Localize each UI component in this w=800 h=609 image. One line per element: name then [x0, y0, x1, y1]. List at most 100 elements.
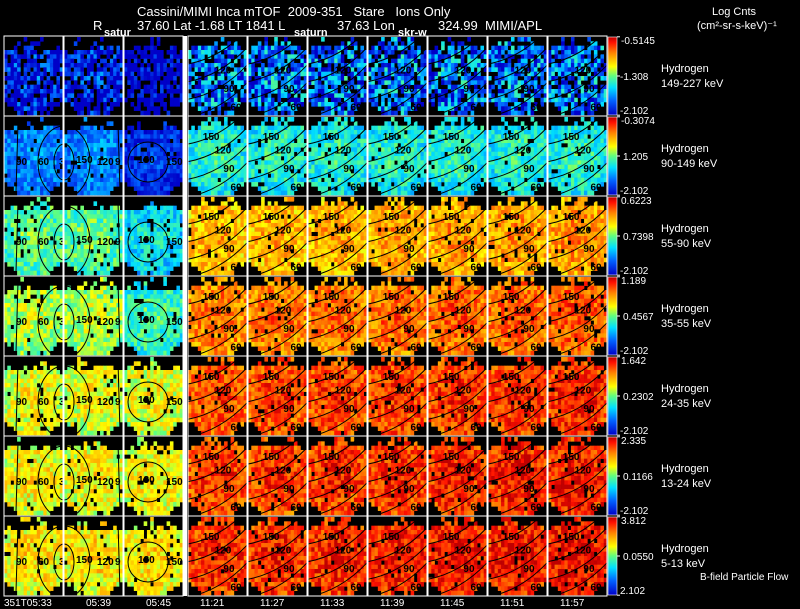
heatmap-cell: [77, 85, 81, 90]
heatmap-cell: [208, 80, 212, 85]
heatmap-cell: [163, 93, 167, 98]
heatmap-cell: [491, 67, 495, 72]
heatmap-cell: [20, 232, 24, 237]
heatmap-cell: [300, 152, 304, 157]
heatmap-cell: [37, 271, 41, 276]
heatmap-cell: [511, 160, 515, 165]
heatmap-cell: [87, 186, 91, 191]
heatmap-cell: [64, 54, 68, 59]
heatmap-cell: [461, 121, 465, 126]
heatmap-cell: [381, 143, 385, 148]
heatmap-cell: [281, 186, 285, 191]
heatmap-cell: [444, 143, 448, 148]
heatmap-cell: [24, 102, 28, 107]
heatmap-cell: [37, 210, 41, 215]
heatmap-cell: [341, 156, 345, 161]
heatmap-cell: [420, 169, 424, 174]
heatmap-cell: [568, 93, 572, 98]
heatmap-cell: [34, 54, 38, 59]
heatmap-cell: [74, 134, 78, 139]
heatmap-cell: [491, 50, 495, 55]
heatmap-cell: [110, 186, 114, 191]
heatmap-cell: [351, 54, 355, 59]
heatmap-cell: [444, 106, 448, 111]
heatmap-cell: [555, 98, 559, 103]
heatmap-cell: [388, 50, 392, 55]
heatmap-cell: [43, 169, 47, 174]
heatmap-cell: [271, 111, 275, 116]
heatmap-cell: [438, 147, 442, 152]
heatmap-cell: [84, 117, 88, 122]
heatmap-cell: [150, 130, 154, 135]
heatmap-cell: [30, 41, 34, 46]
heatmap-cell: [281, 178, 285, 183]
heatmap-cell: [97, 76, 101, 81]
heatmap-cell: [191, 182, 195, 187]
heatmap-cell: [548, 67, 552, 72]
heatmap-cell: [551, 147, 555, 152]
heatmap-cell: [240, 80, 244, 85]
heatmap-cell: [351, 134, 355, 139]
heatmap-cell: [360, 59, 364, 64]
heatmap-cell: [318, 50, 322, 55]
heatmap-cell: [357, 126, 361, 131]
heatmap-cell: [420, 93, 424, 98]
heatmap-cell: [103, 147, 107, 152]
heatmap-cell: [344, 191, 348, 196]
heatmap-cell: [467, 54, 471, 59]
heatmap-cell: [458, 173, 462, 178]
heatmap-cell: [281, 41, 285, 46]
heatmap-cell: [258, 106, 262, 111]
heatmap-cell: [110, 106, 114, 111]
heatmap-cell: [600, 152, 604, 157]
heatmap-cell: [154, 46, 158, 51]
heatmap-cell: [264, 98, 268, 103]
heatmap-cell: [87, 72, 91, 77]
heatmap-cell: [131, 130, 135, 135]
heatmap-cell: [240, 169, 244, 174]
heatmap-cell: [391, 50, 395, 55]
heatmap-cell: [431, 102, 435, 107]
heatmap-cell: [561, 85, 565, 90]
heatmap-cell: [458, 126, 462, 131]
heatmap-cell: [71, 54, 75, 59]
heatmap-cell: [24, 152, 28, 157]
heatmap-cell: [578, 76, 582, 81]
heatmap-cell: [480, 169, 484, 174]
heatmap-cell: [381, 54, 385, 59]
heatmap-cell: [581, 106, 585, 111]
heatmap-cell: [504, 67, 508, 72]
heatmap-cell: [163, 121, 167, 126]
heatmap-cell: [7, 253, 11, 258]
heatmap-cell: [17, 249, 21, 254]
heatmap-cell: [308, 134, 312, 139]
heatmap-cell: [195, 160, 199, 165]
heatmap-cell: [24, 85, 28, 90]
heatmap-cell: [417, 126, 421, 131]
heatmap-cell: [204, 165, 208, 170]
heatmap-cell: [378, 126, 382, 131]
heatmap-cell: [391, 37, 395, 42]
heatmap-cell: [428, 156, 432, 161]
heatmap-cell: [176, 89, 180, 94]
heatmap-cell: [491, 54, 495, 59]
heatmap-cell: [477, 80, 481, 85]
heatmap-cell: [107, 121, 111, 126]
heatmap-cell: [43, 143, 47, 148]
heatmap-cell: [571, 98, 575, 103]
heatmap-cell: [568, 191, 572, 196]
heatmap-cell: [188, 147, 192, 152]
heatmap-cell: [7, 50, 11, 55]
heatmap-cell: [428, 130, 432, 135]
heatmap-cell: [471, 50, 475, 55]
heatmap-cell: [97, 182, 101, 187]
heatmap-cell: [294, 63, 298, 68]
heatmap-cell: [488, 67, 492, 72]
heatmap-cell: [318, 80, 322, 85]
heatmap-cell: [388, 41, 392, 46]
heatmap-cell: [231, 134, 235, 139]
heatmap-cell: [477, 160, 481, 165]
heatmap-cell: [578, 173, 582, 178]
heatmap-cell: [354, 126, 358, 131]
panel-cells: [124, 37, 183, 115]
